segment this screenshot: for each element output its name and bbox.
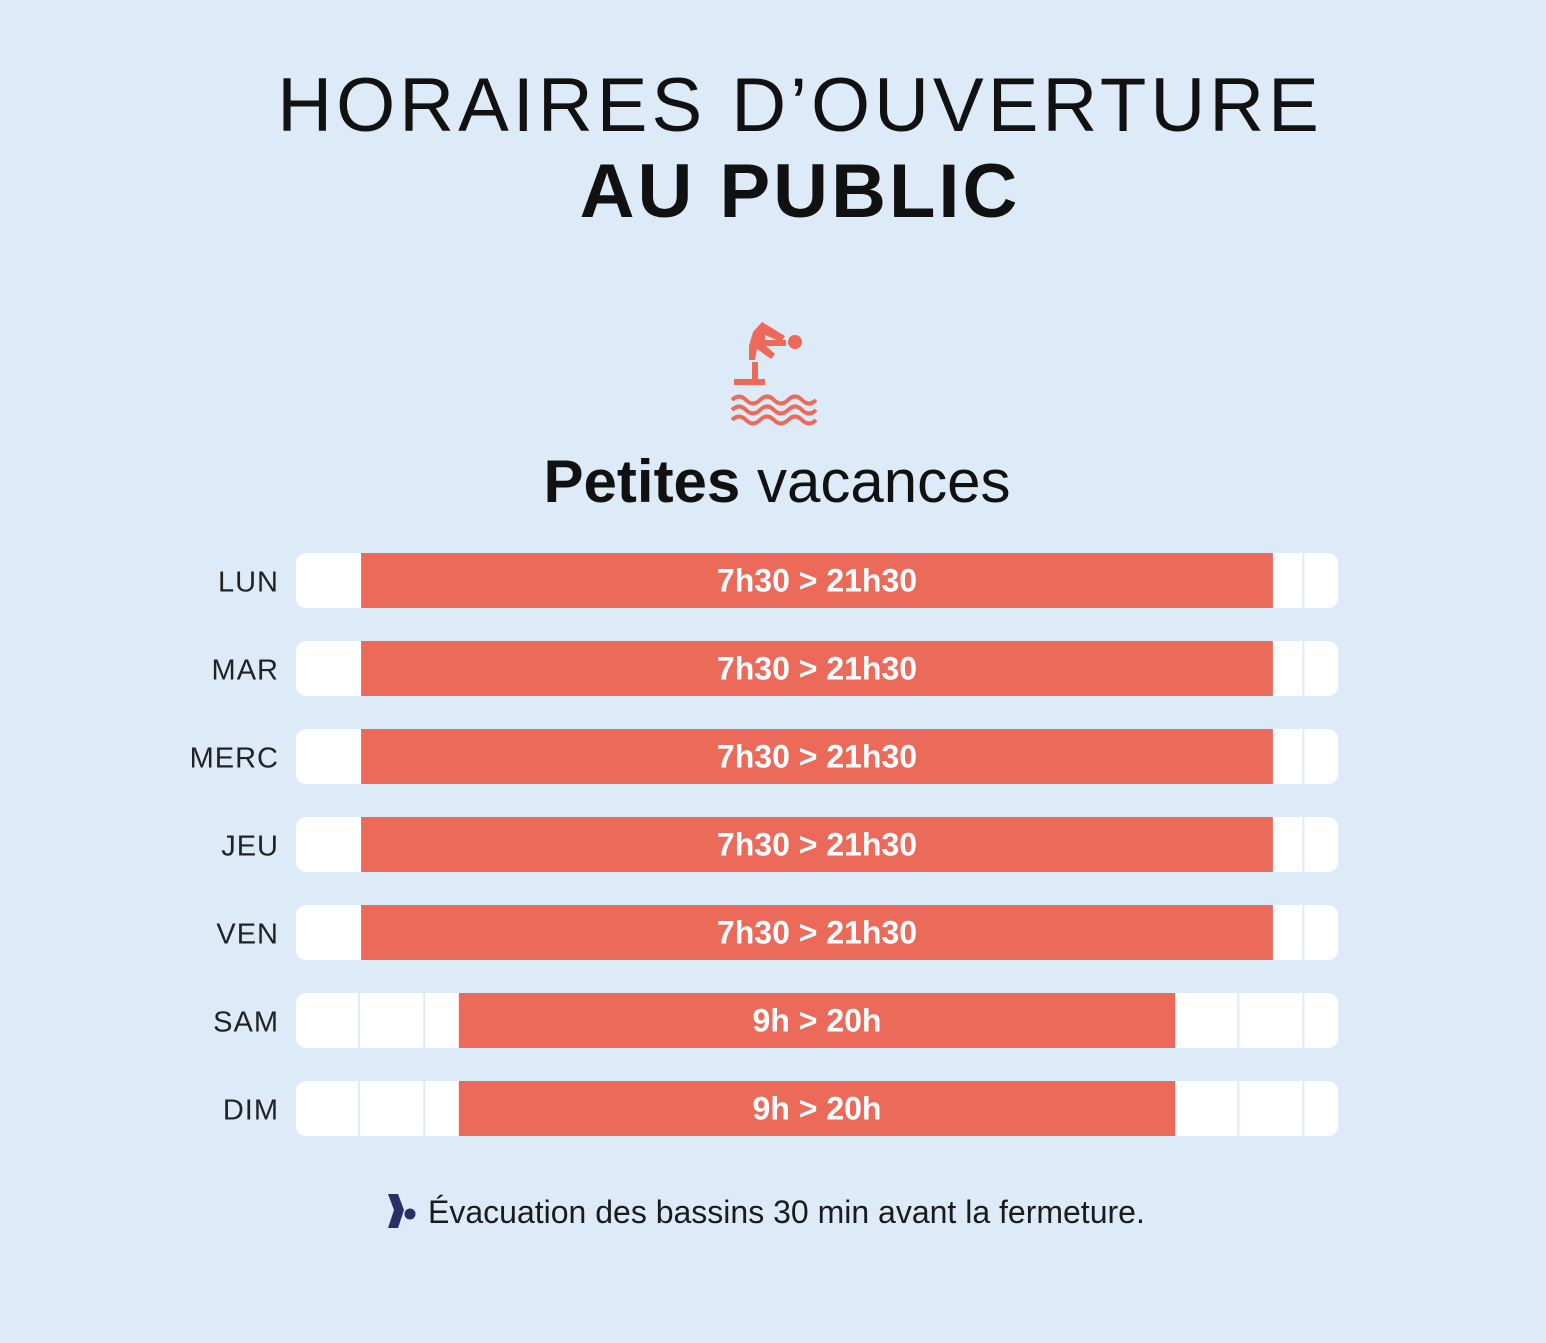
- footnote: Évacuation des bassins 30 min avant la f…: [384, 1190, 1145, 1234]
- subtitle-bold: Petites: [543, 448, 741, 515]
- schedule-subtitle: Petites vacances: [0, 447, 1546, 516]
- bar-lun: [361, 553, 1273, 608]
- bar-label: 7h30 > 21h30: [717, 739, 917, 775]
- bar-label: 7h30 > 21h30: [717, 827, 917, 863]
- bar-merc: [361, 729, 1273, 784]
- bar-ven: [361, 905, 1273, 960]
- page-title-line2: AU PUBLIC: [579, 149, 1021, 234]
- bar-label: 9h > 20h: [753, 1003, 882, 1039]
- day-label: DIM: [223, 1095, 279, 1127]
- diving-swimmer-icon: [730, 322, 818, 426]
- day-label: SAM: [213, 1007, 279, 1039]
- chevron-bullet-icon: [388, 1194, 416, 1228]
- subtitle-light: vacances: [756, 448, 1011, 515]
- day-label: VEN: [216, 919, 279, 951]
- bar-mar: [361, 641, 1273, 696]
- bar-label: 9h > 20h: [753, 1091, 882, 1127]
- footnote-text: Évacuation des bassins 30 min avant la f…: [428, 1193, 1145, 1230]
- day-label: LUN: [218, 567, 279, 599]
- bar-label: 7h30 > 21h30: [717, 915, 917, 951]
- bar-label: 7h30 > 21h30: [717, 563, 917, 599]
- bar-jeu: [361, 817, 1273, 872]
- day-label: MERC: [190, 743, 279, 775]
- bar-dim: [458, 1081, 1176, 1136]
- page-title-line1: HORAIRES D’OUVERTURE: [277, 63, 1323, 148]
- bar-label: 7h30 > 21h30: [717, 651, 917, 687]
- bar-sam: [458, 993, 1176, 1048]
- day-label: JEU: [221, 831, 279, 863]
- day-label: MAR: [212, 655, 279, 687]
